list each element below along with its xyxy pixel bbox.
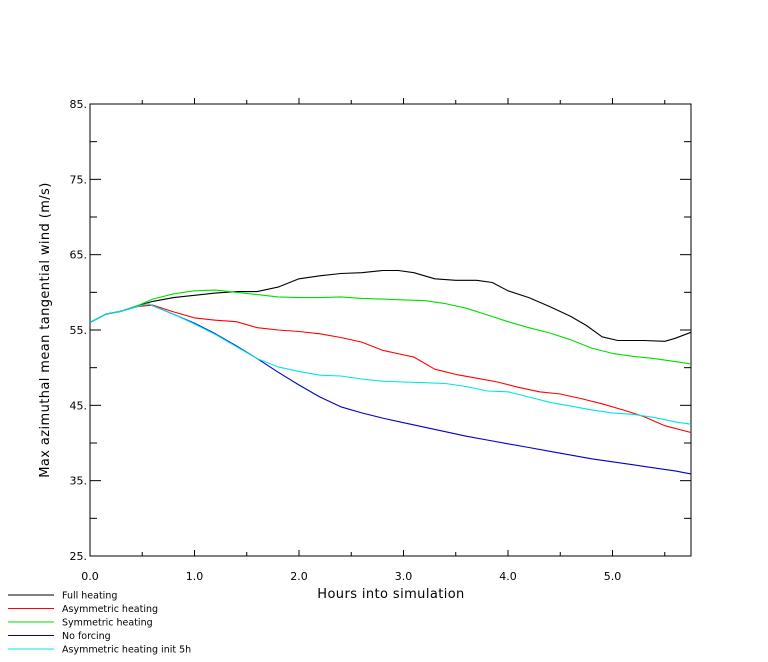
- plot-frame: [89, 103, 692, 557]
- axis-ticks: [90, 98, 691, 556]
- legend-label: Symmetric heating: [62, 618, 153, 629]
- y-tick-label: 55.: [70, 324, 88, 337]
- series-line-asymmetric-heating-init-5h: [89, 303, 691, 425]
- x-tick-label: 3.0: [395, 570, 413, 583]
- series-line-asymmetric-heating: [89, 304, 692, 434]
- y-tick-label: 45.: [70, 399, 88, 412]
- tick-labels: 0.0 1.0 2.0 3.0 4.0 5.0 25. 35. 45. 55. 65. 75. 85.: [70, 98, 622, 583]
- x-tick-label: 2.0: [290, 570, 308, 583]
- x-axis-label: Hours into simulation: [317, 587, 464, 602]
- y-tick-label: 25.: [70, 550, 88, 563]
- series-lines: [89, 269, 692, 475]
- legend-label: Asymmetric heating: [62, 604, 158, 615]
- x-tick-label: 5.0: [604, 570, 622, 583]
- y-tick-label: 65.: [70, 249, 88, 262]
- x-tick-label: 0.0: [81, 570, 99, 583]
- series-line-symmetric-heating: [89, 289, 691, 365]
- y-tick-label: 75.: [70, 173, 88, 186]
- legend: Full heating Asymmetric heating Symmetric …: [8, 591, 191, 656]
- y-tick-label: 35.: [70, 475, 88, 488]
- legend-label: No forcing: [62, 631, 111, 642]
- x-tick-label: 4.0: [499, 570, 517, 583]
- x-tick-label: 1.0: [186, 570, 204, 583]
- series-line-no-forcing: [89, 303, 692, 475]
- legend-label: Full heating: [62, 591, 117, 602]
- y-axis-label: Max azimuthal mean tangential wind (m/s): [38, 182, 53, 477]
- series-line-full-heating: [89, 269, 692, 342]
- y-tick-label: 85.: [70, 98, 88, 111]
- legend-label: Asymmetric heating init 5h: [62, 645, 191, 656]
